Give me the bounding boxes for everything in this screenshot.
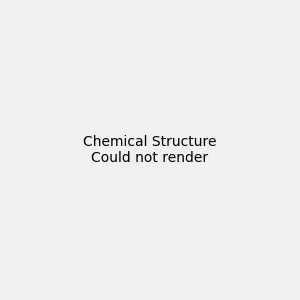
Text: Chemical Structure
Could not render: Chemical Structure Could not render	[83, 135, 217, 165]
